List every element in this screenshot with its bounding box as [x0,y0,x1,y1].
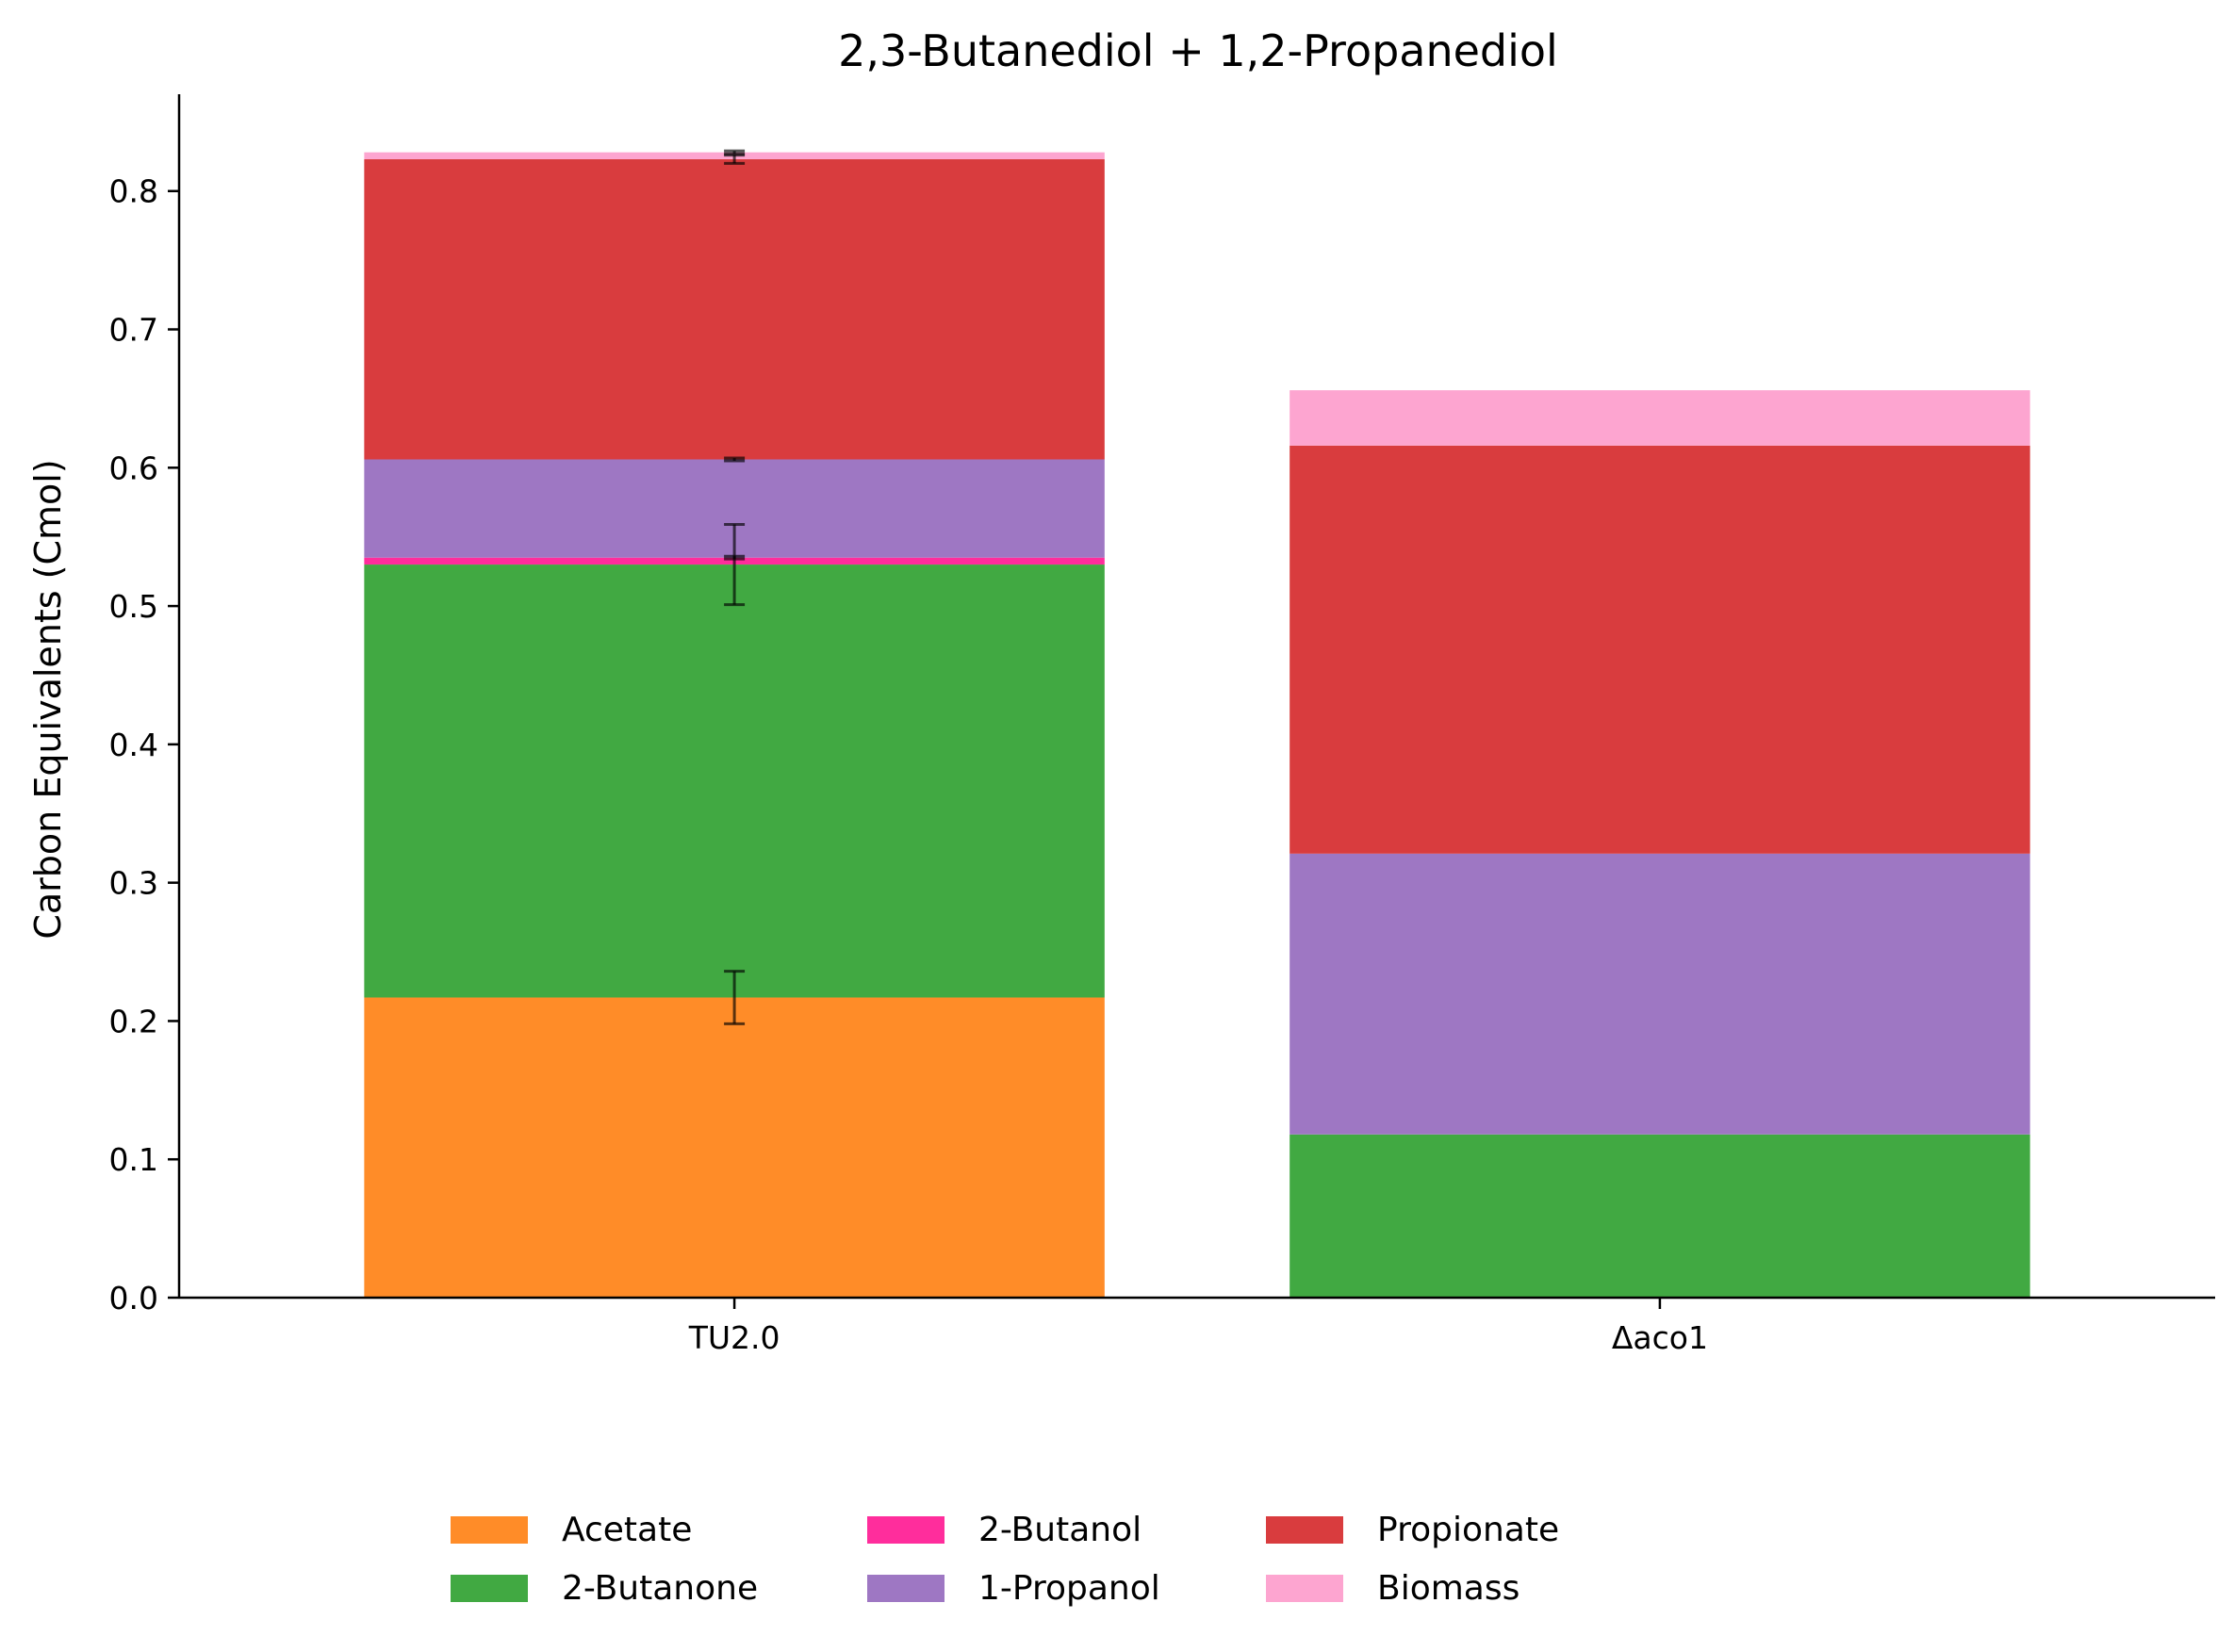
bar-segment-biomass-1 [1289,390,2030,446]
legend-swatch [1266,1575,1343,1602]
legend-swatch [451,1575,528,1602]
bar-segment-2-butanone-0 [364,564,1105,998]
legend-label: Propionate [1377,1511,1559,1549]
y-tick-label: 0.2 [109,1003,158,1039]
bar-segment-acetate-0 [364,997,1105,1298]
y-tick-label: 0.4 [109,727,158,763]
legend-swatch [451,1516,528,1544]
error-bar-acetate-0 [724,970,746,1025]
y-tick-label: 0.0 [109,1280,158,1317]
error-bar-1-propanol-0 [724,456,746,463]
error-bar-2-butanone-0 [724,522,746,607]
x-tick-label: TU2.0 [688,1319,780,1356]
legend-item-biomass: Biomass [1266,1569,1519,1608]
axes-layer: 0.0 0.1 0.2 0.3 0.4 0.5 0.6 0.7 0.8 TU2.0 Δaco1 [109,94,2215,1356]
legend-item-2-butanol: 2-Butanol [867,1511,1142,1549]
error-bar-biomass-0 [724,149,746,155]
legend-label: 2-Butanone [562,1569,758,1608]
legend-item-1-propanol: 1-Propanol [867,1569,1160,1608]
y-tick-label: 0.7 [109,312,158,349]
bar-segment-propionate-1 [1289,445,2030,854]
legend-label: Biomass [1377,1569,1519,1608]
chart-title: 2,3-Butanediol + 1,2-Propanediol [838,25,1558,76]
legend-swatch [867,1516,945,1544]
y-tick-label: 0.6 [109,450,158,486]
legend: Acetate 2-Butanone 2-Butanol 1-Propanol Prop… [451,1511,1559,1608]
y-tick-label: 0.5 [109,588,158,625]
bar-segment-2-butanone-1 [1289,1134,2030,1298]
legend-swatch [1266,1516,1343,1544]
legend-item-acetate: Acetate [451,1511,692,1549]
legend-label: 2-Butanol [978,1511,1142,1549]
y-tick-label: 0.1 [109,1141,158,1178]
legend-item-2-butanone: 2-Butanone [451,1569,758,1608]
y-tick-label: 0.8 [109,173,158,210]
bar-segment-propionate-0 [364,158,1105,460]
legend-label: Acetate [562,1511,692,1549]
bar-segment-1-propanol-1 [1289,853,2030,1135]
y-axis-label: Carbon Equivalents (Cmol) [27,459,69,939]
x-tick-label: Δaco1 [1612,1319,1708,1356]
error-bar-2-butanol-0 [724,554,746,561]
y-tick-label: 0.3 [109,865,158,902]
bars-layer [364,152,2030,1298]
legend-item-propionate: Propionate [1266,1511,1559,1549]
error-bars-layer [724,149,746,1025]
legend-swatch [867,1575,945,1602]
legend-label: 1-Propanol [978,1569,1160,1608]
